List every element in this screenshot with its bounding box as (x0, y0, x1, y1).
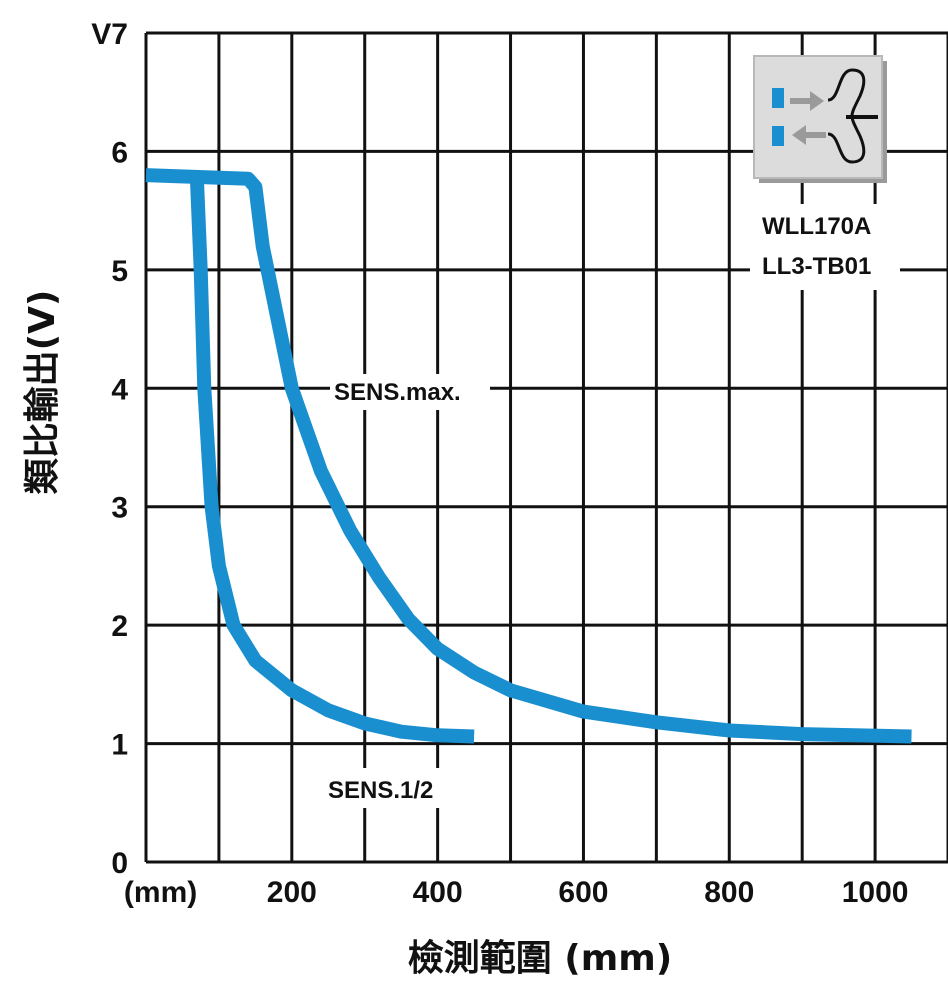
y-tick-label: 4 (111, 373, 128, 406)
y-tick-label: 2 (111, 610, 128, 643)
sens-max-label: SENS.max. (334, 379, 461, 406)
y-tick-label: 5 (111, 255, 128, 288)
product-model-1: WLL170A (762, 213, 871, 240)
x-tick-labels: (mm) 200 400 600 800 1000 (124, 876, 909, 909)
x-tick-label: 1000 (842, 876, 909, 909)
y-tick-label: 3 (111, 492, 128, 525)
sens-max-label-bg (330, 374, 490, 410)
y-axis-title: 類比輸出(V) (22, 290, 63, 495)
y-tick-label: 6 (111, 136, 128, 169)
fiber-optic-sensor-icon (772, 68, 878, 164)
product-box: WLL170A LL3-TB01 (750, 55, 900, 290)
y-tick-label: 1 (111, 729, 128, 762)
sens-half-label-bg (322, 768, 468, 808)
product-model-2: LL3-TB01 (762, 253, 871, 280)
x-tick-label: 600 (558, 876, 608, 909)
x-tick-label: 200 (267, 876, 317, 909)
curves (145, 168, 912, 744)
y-tick-labels: 0 1 2 3 4 5 6 V7 (91, 18, 128, 880)
x-tick-label: 400 (413, 876, 463, 909)
sens-half-label: SENS.1/2 (328, 777, 433, 804)
series-line-1 (190, 180, 475, 744)
x-axis-title: 檢測範圍 (mm) (408, 937, 672, 979)
x-tick-label: 800 (704, 876, 754, 909)
y-tick-label: V7 (91, 18, 128, 51)
series-line-0 (145, 168, 912, 744)
x-tick-label: (mm) (124, 876, 197, 909)
product-text-bg (750, 204, 900, 290)
y-tick-label: 0 (111, 847, 128, 880)
